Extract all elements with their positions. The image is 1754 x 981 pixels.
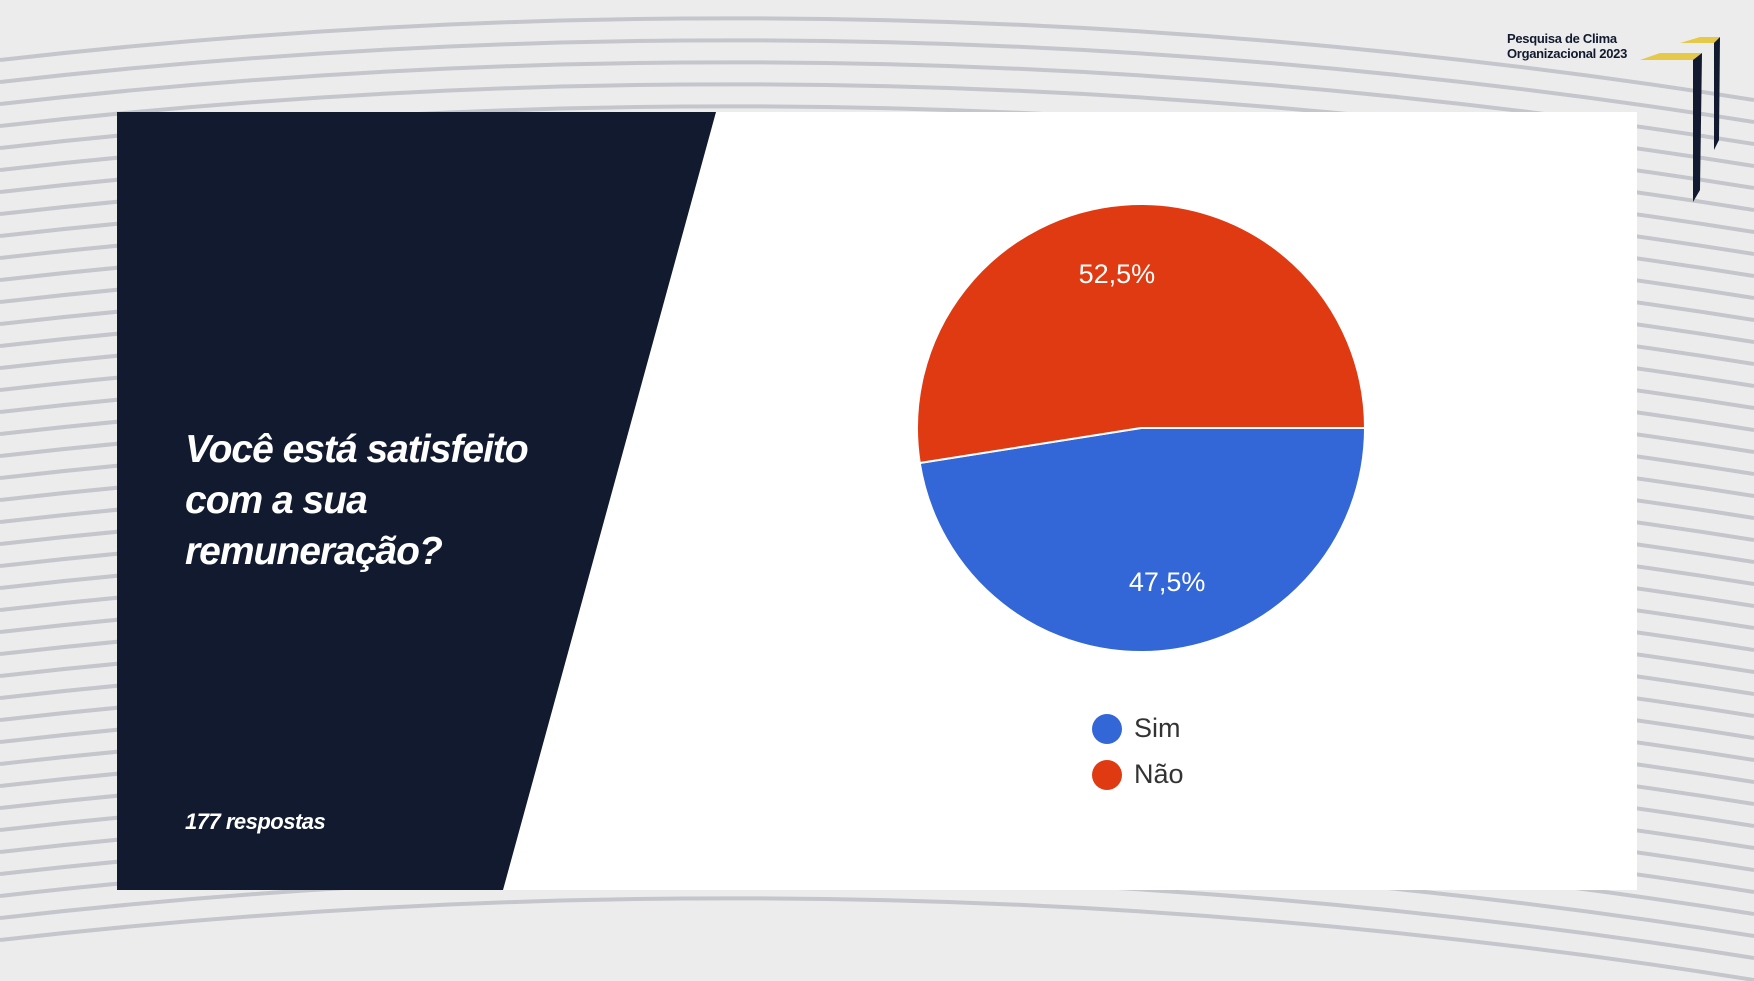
logo-text: Pesquisa de Clima Organizacional 2023 [1507, 31, 1627, 61]
background-stripe [0, 896, 1754, 981]
question-panel [117, 112, 716, 890]
logo-mark [1640, 37, 1720, 202]
legend-label-nao: Não [1134, 759, 1184, 789]
pie-label-sim: 47,5% [1129, 567, 1206, 597]
pie-label-não: 52,5% [1079, 259, 1156, 289]
pie-slice-não [916, 203, 1367, 465]
legend-swatch-nao [1092, 759, 1122, 790]
logo-line-2: Organizacional 2023 [1507, 46, 1628, 61]
background-stripe [0, 60, 1754, 146]
question-title: Você está satisfeito com a sua remuneraç… [185, 428, 529, 573]
background-stripe [0, 38, 1754, 124]
background-stripe [0, 16, 1754, 102]
legend-item-nao: Não [1092, 759, 1184, 790]
legend-item-sim: Sim [1092, 713, 1181, 744]
logo-line-1: Pesquisa de Clima [1507, 31, 1617, 46]
legend-swatch-sim [1092, 713, 1122, 744]
legend-label-sim: Sim [1134, 713, 1181, 743]
pie-slice-sim [918, 427, 1367, 653]
response-count: 177 respostas [185, 809, 326, 834]
